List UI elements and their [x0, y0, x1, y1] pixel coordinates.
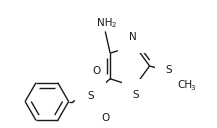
Text: 3: 3: [191, 85, 195, 91]
Text: O: O: [101, 113, 109, 123]
Text: 2: 2: [112, 23, 116, 29]
Text: S: S: [87, 91, 94, 101]
Text: S: S: [165, 65, 172, 75]
Text: O: O: [92, 66, 100, 76]
Text: S: S: [132, 90, 139, 100]
Text: CH: CH: [178, 80, 193, 90]
Text: N: N: [129, 32, 136, 42]
Text: NH: NH: [97, 18, 113, 28]
